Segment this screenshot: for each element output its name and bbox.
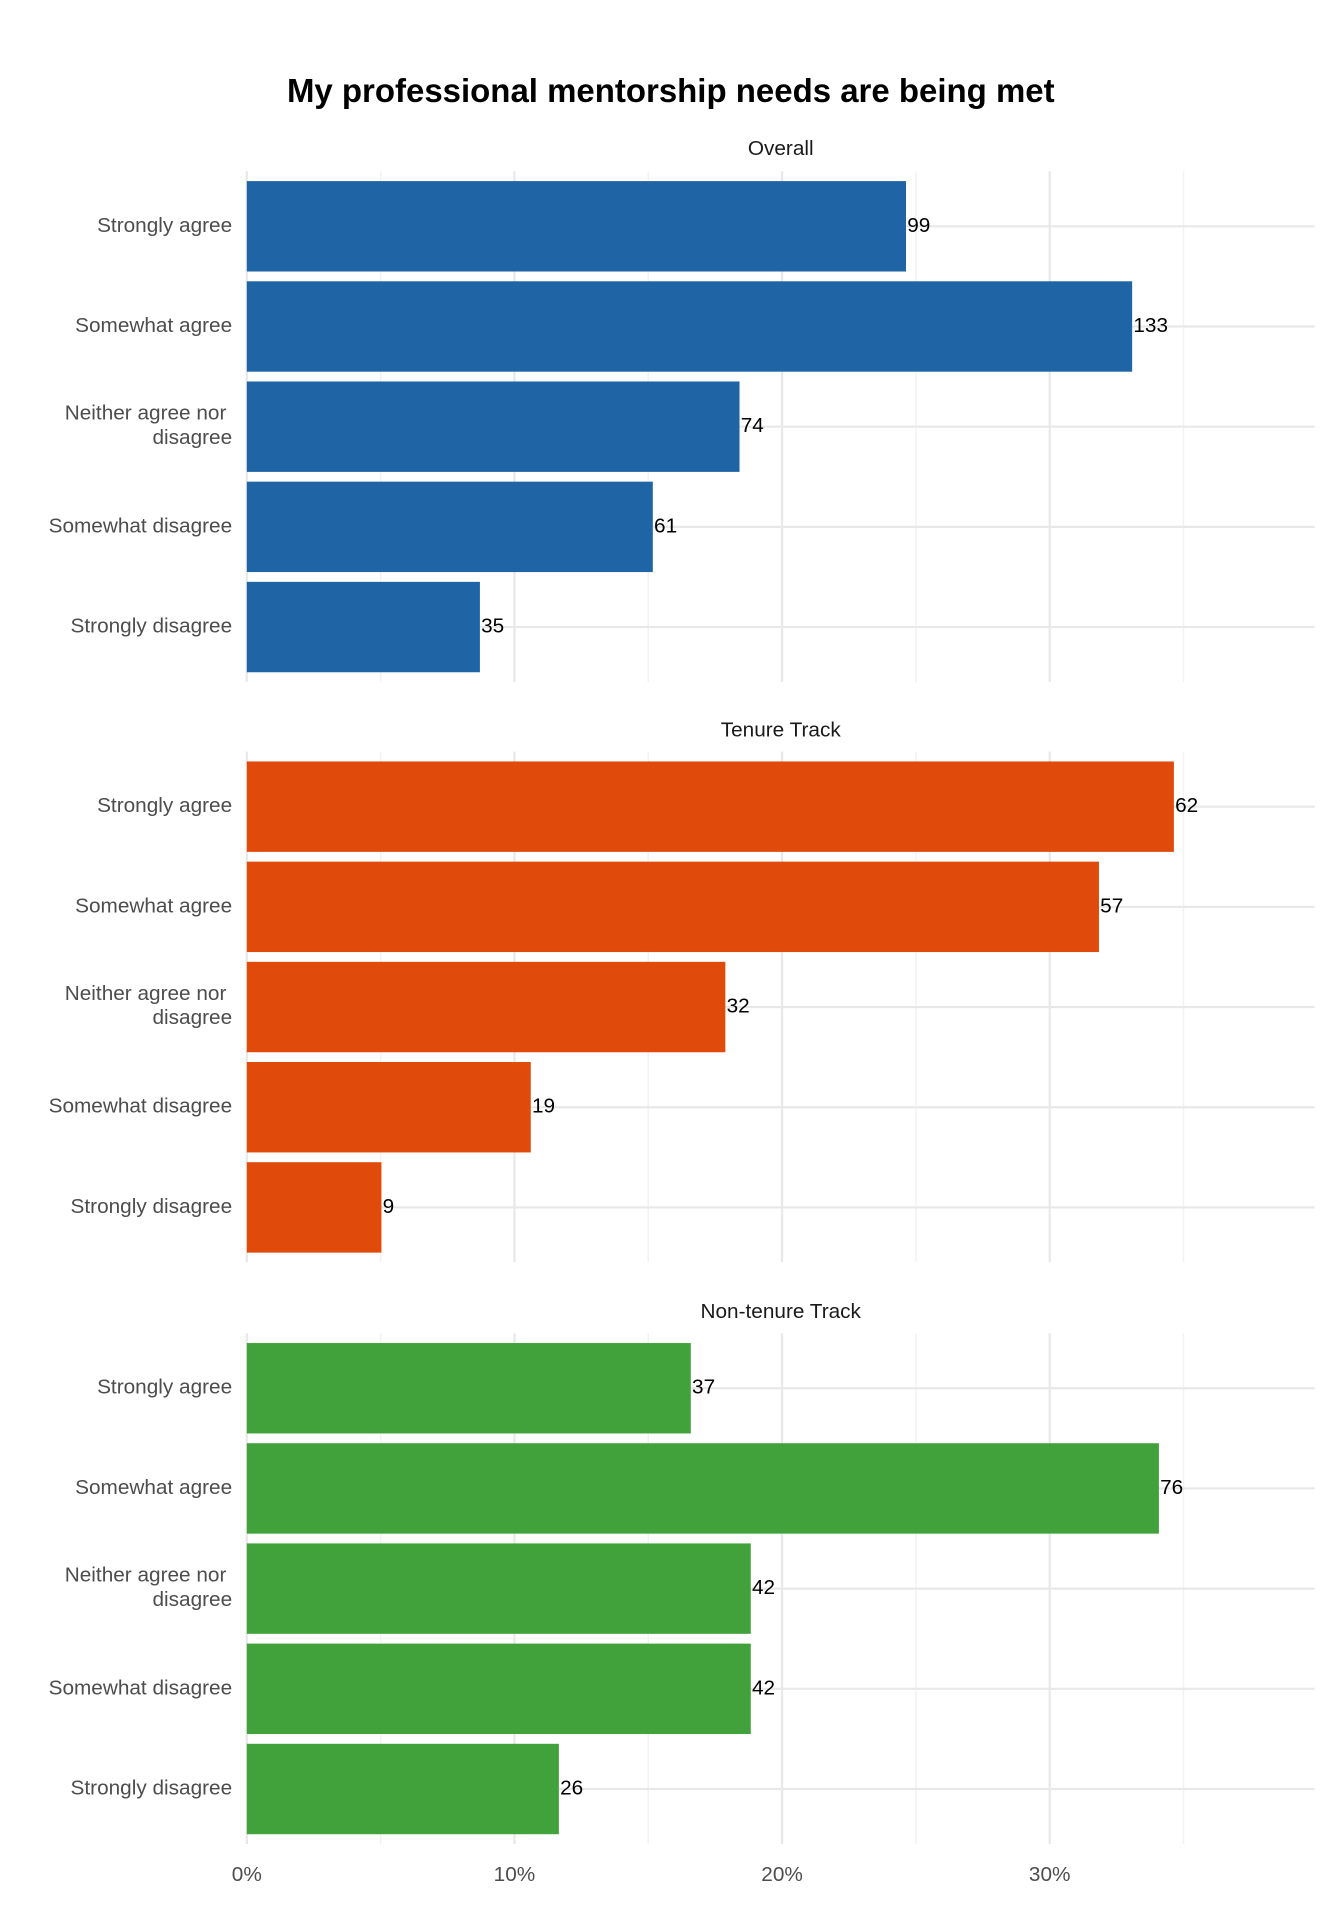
data-label: 19 <box>532 1095 555 1118</box>
data-label: 35 <box>481 615 504 638</box>
y-tick-label: Neither agree nor disagree <box>65 1564 232 1611</box>
y-tick-label: Somewhat agree <box>75 894 232 917</box>
y-tick-label: Strongly disagree <box>71 615 233 638</box>
bar <box>246 181 906 272</box>
data-label: 61 <box>654 514 677 537</box>
y-tick-label: Strongly disagree <box>71 1776 233 1799</box>
data-label: 74 <box>741 414 764 437</box>
bar <box>246 381 740 472</box>
data-label: 32 <box>727 995 750 1018</box>
bar <box>246 281 1133 372</box>
y-tick-label: Strongly agree <box>97 794 232 817</box>
data-label: 99 <box>907 214 930 237</box>
panel-title: Overall <box>748 137 814 160</box>
bar <box>246 1643 751 1735</box>
data-label: 9 <box>383 1195 395 1218</box>
x-tick-label: 20% <box>761 1863 803 1886</box>
y-tick-label: Somewhat disagree <box>49 1095 233 1118</box>
y-tick-label: Somewhat disagree <box>49 514 233 537</box>
data-label: 37 <box>692 1376 715 1399</box>
bar <box>246 961 726 1053</box>
bar <box>246 1443 1159 1534</box>
y-tick-label: Somewhat agree <box>75 1476 232 1499</box>
chart-title: My professional mentorship needs are bei… <box>287 72 1055 109</box>
bar <box>246 581 480 673</box>
x-tick-label: 10% <box>494 1863 536 1886</box>
y-tick-label: Neither agree nor disagree <box>65 402 232 449</box>
data-label: 133 <box>1133 314 1168 337</box>
data-label: 76 <box>1160 1476 1183 1499</box>
data-label: 42 <box>752 1676 775 1699</box>
y-tick-label: Strongly agree <box>97 1376 232 1399</box>
x-tick-label: 30% <box>1029 1863 1071 1886</box>
data-label: 26 <box>560 1776 583 1799</box>
panel-title: Non-tenure Track <box>701 1300 862 1323</box>
bar <box>246 1343 691 1434</box>
data-label: 57 <box>1100 894 1123 917</box>
y-tick-label: Somewhat disagree <box>49 1676 233 1699</box>
data-label: 62 <box>1175 794 1198 817</box>
panel-title: Tenure Track <box>721 718 842 741</box>
bar <box>246 1543 751 1634</box>
data-label: 42 <box>752 1576 775 1599</box>
y-tick-label: Strongly disagree <box>71 1195 233 1218</box>
bar <box>246 761 1174 852</box>
bar <box>246 1162 382 1253</box>
bar <box>246 1062 531 1153</box>
y-tick-label: Somewhat agree <box>75 314 232 337</box>
bar <box>246 861 1099 953</box>
bar <box>246 481 653 573</box>
y-tick-label: Strongly agree <box>97 214 232 237</box>
y-tick-label: Neither agree nor disagree <box>65 982 232 1029</box>
bar <box>246 1743 559 1835</box>
x-tick-label: 0% <box>232 1863 262 1886</box>
